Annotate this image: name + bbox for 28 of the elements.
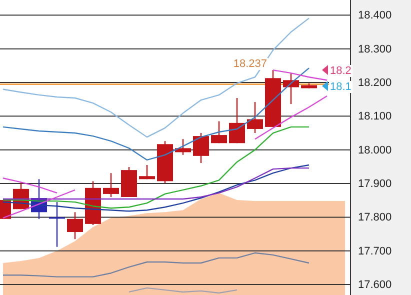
line-series <box>2 18 310 138</box>
candlestick <box>139 164 155 180</box>
y-tick-label: 17.900 <box>358 178 392 190</box>
y-tick-label: 17.800 <box>358 212 392 224</box>
annotation: 18.1 <box>330 81 352 93</box>
y-tick-label: 18.200 <box>358 77 392 90</box>
candlestick <box>49 201 65 248</box>
y-tick-label: 18.100 <box>358 110 392 123</box>
candlestick <box>211 120 227 144</box>
candlestick <box>247 101 263 134</box>
y-tick-label: 17.700 <box>358 245 392 258</box>
y-tick-label: 18.300 <box>358 43 392 56</box>
candlestick <box>103 172 119 198</box>
annotation: 18.237 <box>233 58 267 70</box>
line-series <box>254 95 328 140</box>
candlestick <box>67 212 83 240</box>
line-series <box>2 164 310 212</box>
candlestick <box>175 138 191 156</box>
line-series <box>2 189 76 218</box>
line-series <box>2 252 310 278</box>
y-tick-label: 18.400 <box>358 10 392 22</box>
y-tick-label: 17.600 <box>358 279 392 292</box>
y-tick-label: 18.000 <box>358 144 392 156</box>
candlestick <box>229 97 245 144</box>
line-series <box>2 67 310 161</box>
annotation: 18.2 <box>330 65 352 77</box>
line-series <box>2 178 58 194</box>
candlestick <box>193 132 209 164</box>
